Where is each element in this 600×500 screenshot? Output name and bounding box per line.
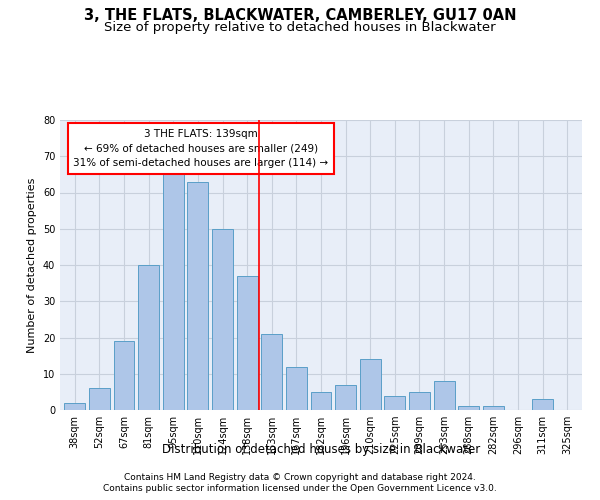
Bar: [261, 334, 282, 410]
Text: Distribution of detached houses by size in Blackwater: Distribution of detached houses by size …: [162, 442, 480, 456]
Text: Size of property relative to detached houses in Blackwater: Size of property relative to detached ho…: [104, 21, 496, 34]
Bar: [458, 406, 479, 410]
Bar: [89, 388, 110, 410]
Bar: [311, 392, 331, 410]
Bar: [236, 276, 257, 410]
Bar: [409, 392, 430, 410]
Bar: [187, 182, 208, 410]
Bar: [163, 171, 184, 410]
Bar: [483, 406, 504, 410]
Bar: [286, 366, 307, 410]
Text: Contains HM Land Registry data © Crown copyright and database right 2024.: Contains HM Land Registry data © Crown c…: [124, 472, 476, 482]
Bar: [113, 341, 134, 410]
Text: 3, THE FLATS, BLACKWATER, CAMBERLEY, GU17 0AN: 3, THE FLATS, BLACKWATER, CAMBERLEY, GU1…: [84, 8, 516, 22]
Bar: [335, 384, 356, 410]
Bar: [434, 381, 455, 410]
Bar: [385, 396, 406, 410]
Text: 3 THE FLATS: 139sqm
← 69% of detached houses are smaller (249)
31% of semi-detac: 3 THE FLATS: 139sqm ← 69% of detached ho…: [73, 128, 329, 168]
Text: Contains public sector information licensed under the Open Government Licence v3: Contains public sector information licen…: [103, 484, 497, 493]
Bar: [360, 359, 381, 410]
Bar: [532, 399, 553, 410]
Y-axis label: Number of detached properties: Number of detached properties: [27, 178, 37, 352]
Bar: [64, 403, 85, 410]
Bar: [212, 229, 233, 410]
Bar: [138, 265, 159, 410]
